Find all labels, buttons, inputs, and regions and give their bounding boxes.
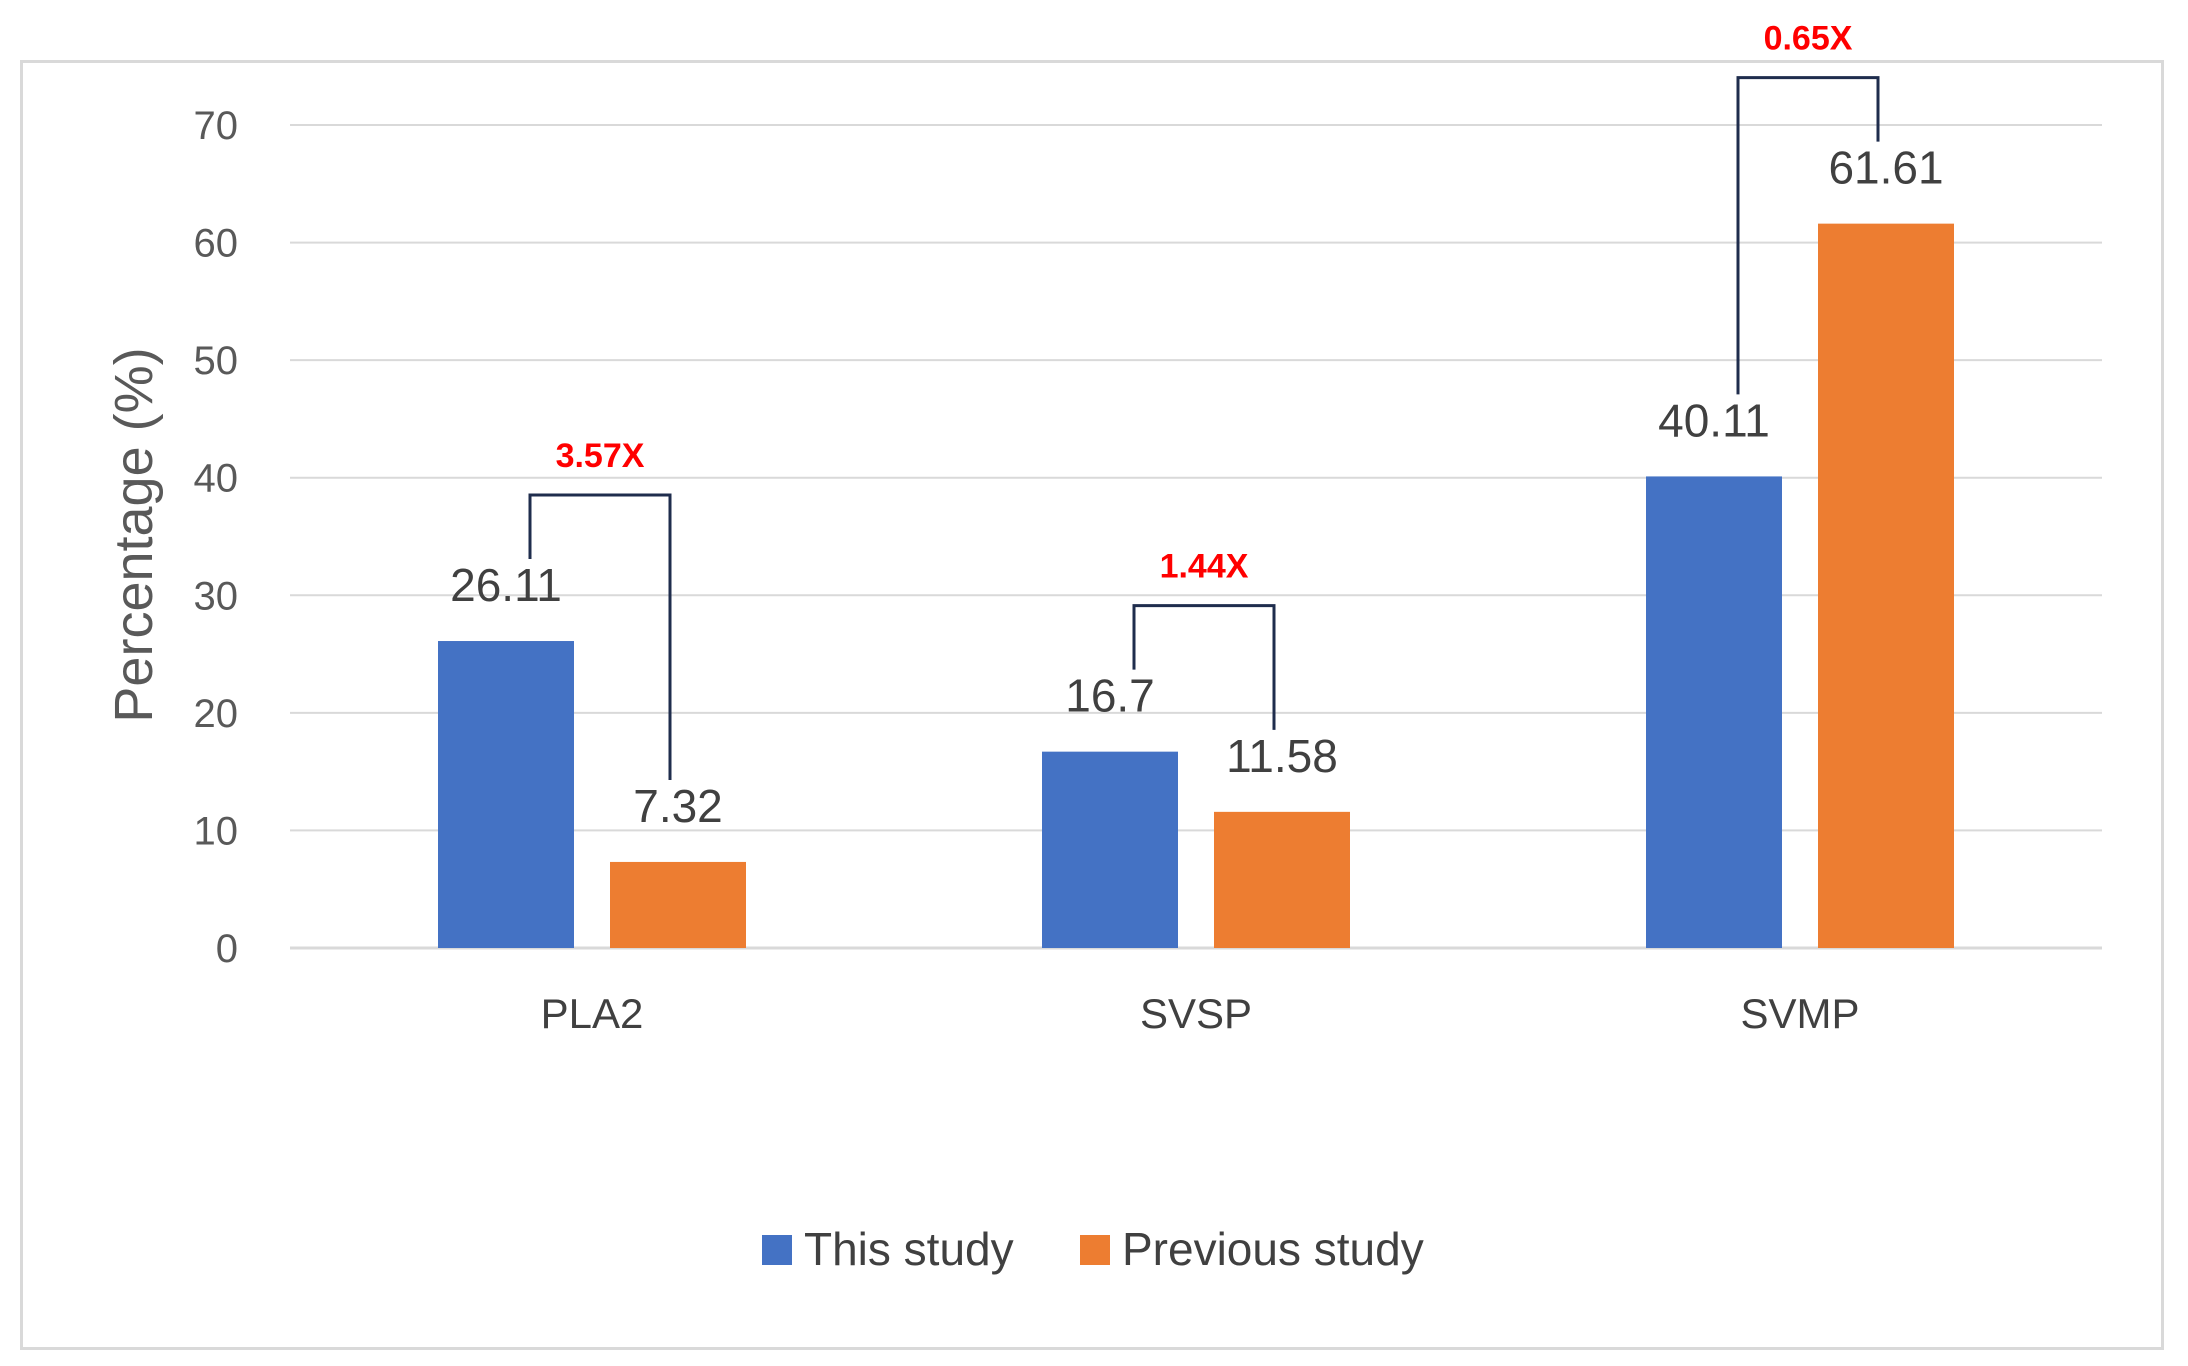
data-label: 16.7	[1065, 670, 1155, 722]
y-axis-ticks: 0 10 20 30 40 50 60 70	[194, 104, 239, 971]
bracket-svmp	[1736, 76, 1880, 395]
data-label: 11.58	[1226, 730, 1338, 782]
bars	[438, 223, 1954, 948]
category-label: PLA2	[541, 990, 644, 1037]
ratio-label: 0.65X	[1764, 20, 1853, 58]
legend-label: This study	[804, 1223, 1014, 1275]
gridlines	[290, 124, 2102, 950]
y-tick-label: 70	[194, 104, 239, 148]
category-label: SVSP	[1140, 990, 1252, 1037]
y-tick-label: 30	[194, 574, 239, 618]
data-label: 61.61	[1828, 142, 1943, 194]
legend: This study Previous study	[762, 1223, 1424, 1275]
bar-pla2-this-study	[438, 641, 574, 948]
y-tick-label: 50	[194, 339, 239, 383]
bracket-svsp	[1132, 604, 1276, 730]
y-tick-label: 40	[194, 457, 239, 501]
category-axis-labels: PLA2 SVSP SVMP	[541, 990, 1860, 1037]
ratio-label: 3.57X	[556, 437, 645, 475]
y-tick-label: 20	[194, 692, 239, 736]
bracket-pla2	[528, 493, 672, 780]
y-tick-label: 60	[194, 222, 239, 266]
y-tick-label: 10	[194, 809, 239, 853]
bar-pla2-previous-study	[610, 861, 746, 948]
data-label: 7.32	[633, 780, 723, 832]
legend-swatch	[1080, 1235, 1110, 1265]
legend-label: Previous study	[1122, 1223, 1424, 1275]
data-label: 26.11	[450, 559, 562, 611]
ratio-brackets: 3.57X 1.44X 0.65X	[528, 20, 1880, 780]
y-axis-title: Percentage (%)	[104, 347, 164, 722]
y-tick-label: 0	[216, 927, 238, 971]
bar-svsp-previous-study	[1214, 811, 1350, 948]
chart-frame	[20, 60, 2164, 1350]
ratio-label: 1.44X	[1160, 548, 1249, 586]
data-labels: 26.11 7.32 16.7 11.58 40.11 61.61	[450, 142, 1943, 832]
category-label: SVMP	[1740, 990, 1859, 1037]
bar-svmp-previous-study	[1818, 223, 1954, 948]
data-label: 40.11	[1658, 394, 1770, 446]
bar-svmp-this-study	[1646, 476, 1782, 948]
legend-swatch	[762, 1235, 792, 1265]
bar-svsp-this-study	[1042, 751, 1178, 948]
